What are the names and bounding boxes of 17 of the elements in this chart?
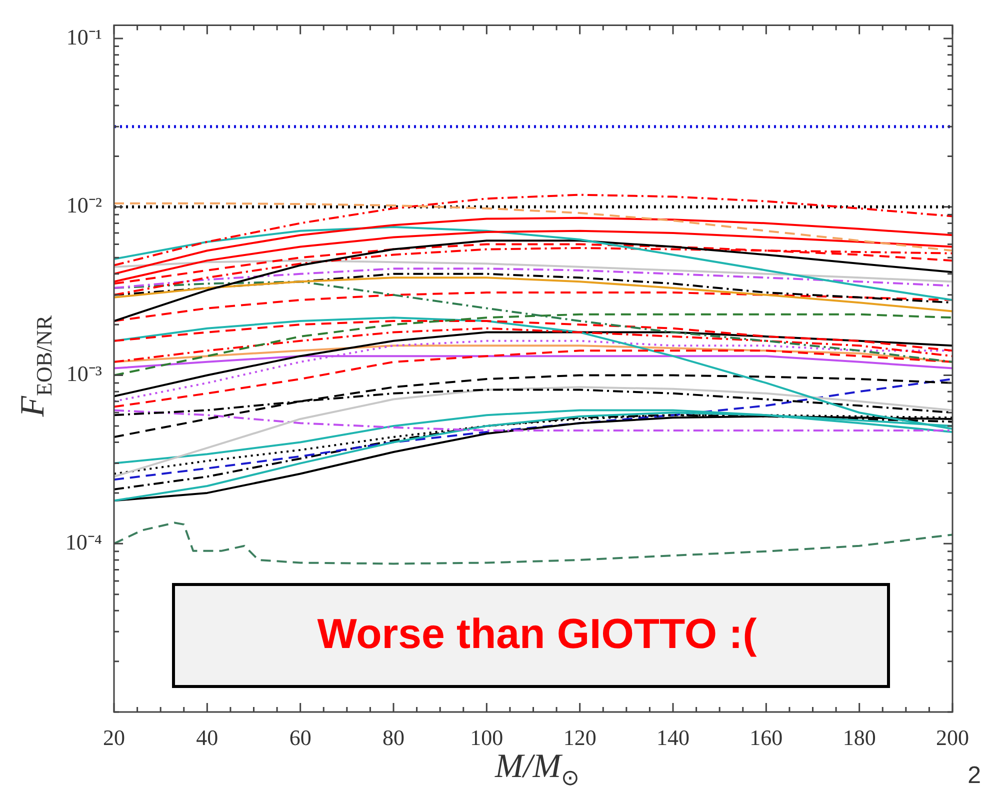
x-tick-label: 100 — [470, 724, 504, 750]
x-tick-label: 40 — [196, 724, 218, 750]
y-tick-label: 10⁻³ — [66, 361, 102, 386]
x-tick-label: 180 — [842, 724, 876, 750]
annotation: Worse than GIOTTO :( — [317, 610, 757, 658]
x-tick-label: 20 — [103, 724, 125, 750]
x-tick-label: 160 — [750, 724, 783, 750]
y-tick-label: 10⁻¹ — [66, 24, 102, 50]
x-tick-label: 80 — [382, 724, 404, 750]
y-tick-label: 10⁻⁴ — [65, 529, 102, 554]
x-axis-title: M/M$_{⊙}$ — [494, 748, 580, 791]
x-tick-label: 60 — [289, 724, 312, 750]
text: 2 — [968, 762, 981, 790]
x-tick-label: 140 — [656, 724, 690, 750]
x-tick-label: 120 — [563, 724, 596, 750]
x-tick-label: 200 — [936, 724, 969, 750]
y-tick-label: 10⁻² — [66, 192, 102, 218]
